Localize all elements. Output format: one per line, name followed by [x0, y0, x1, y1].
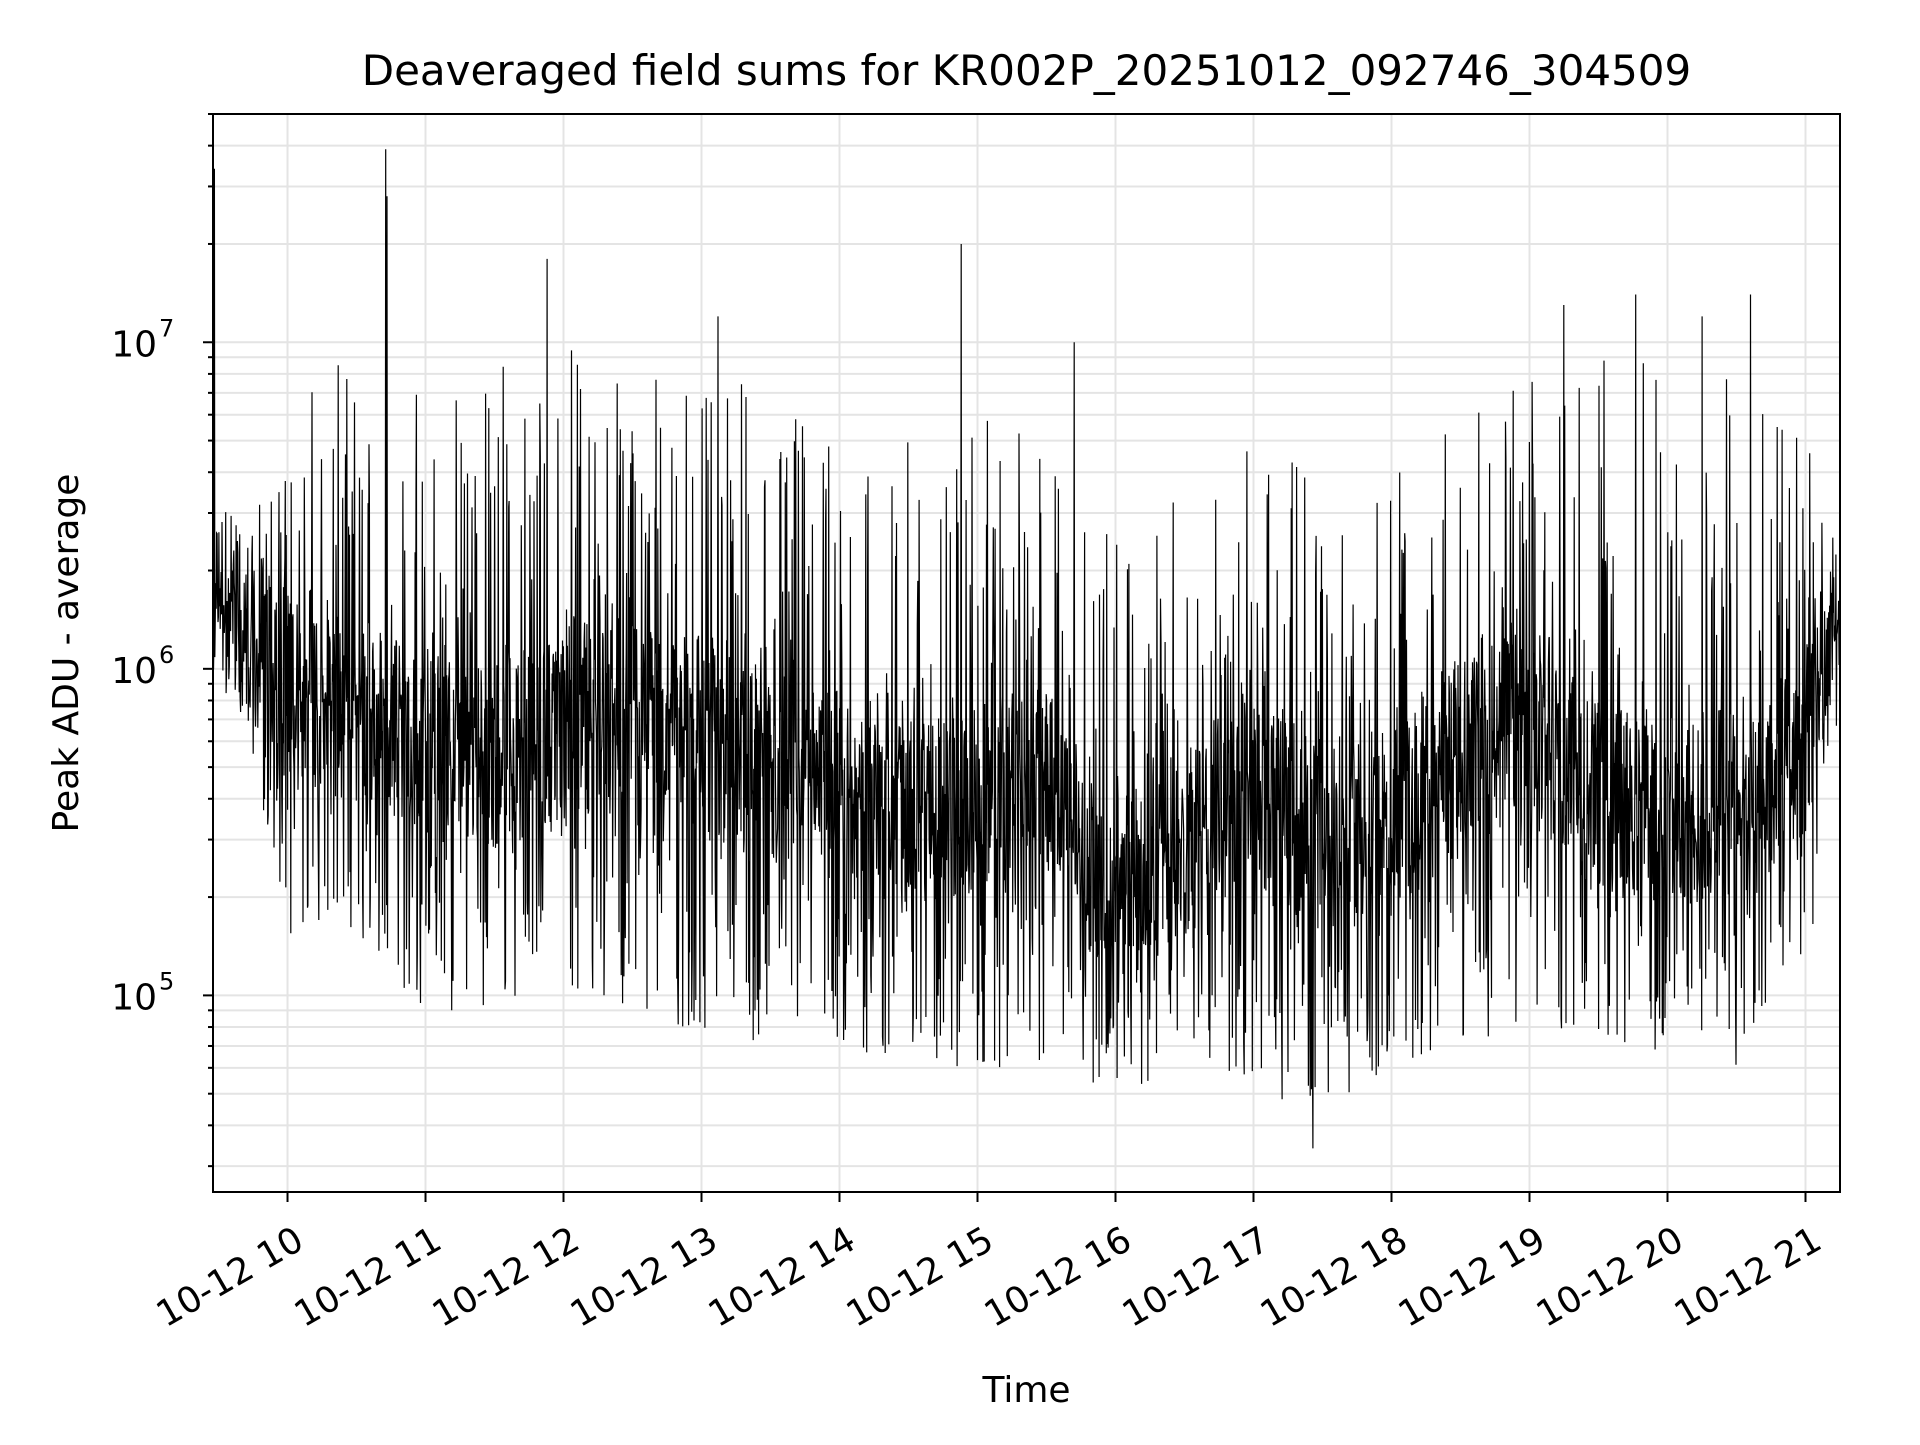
- y-tick-label: 10: [111, 977, 157, 1018]
- plot-frame: [212, 113, 1841, 1193]
- y-tick-label: 10: [111, 324, 157, 365]
- chart-title: Deaveraged field sums for KR002P_2025101…: [362, 46, 1692, 95]
- series-line: [212, 149, 1841, 1149]
- y-tick-label: 10: [111, 651, 157, 692]
- y-tick-exponent: 5: [159, 967, 174, 995]
- y-axis-label: Peak ADU - average: [46, 474, 87, 833]
- y-tick-exponent: 7: [159, 314, 174, 342]
- data-series: [212, 149, 1841, 1149]
- x-axis-label: Time: [981, 1370, 1070, 1411]
- y-tick-exponent: 6: [159, 641, 174, 669]
